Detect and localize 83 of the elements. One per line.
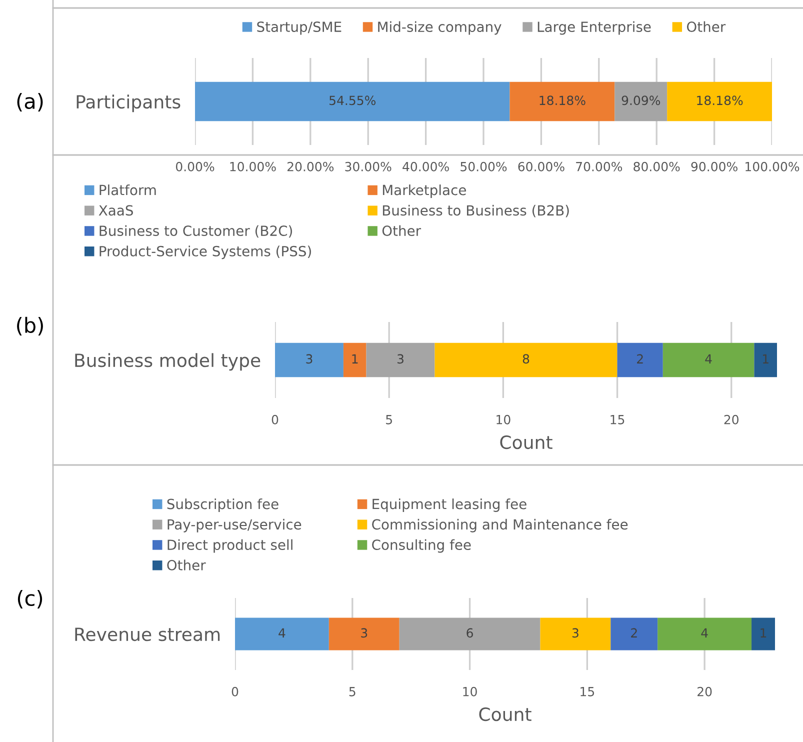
- data-label: 1: [760, 628, 766, 638]
- x-tick-label: 70.00%: [576, 162, 622, 172]
- x-tick-label: 0: [232, 686, 238, 696]
- legend-label: Business to Business (B2B): [382, 204, 569, 218]
- x-tick-label: 15: [580, 687, 594, 696]
- legend-label: Large Enterprise: [538, 21, 651, 35]
- legend-label: Commissioning and Maintenance fee: [372, 518, 628, 532]
- data-label: 2: [631, 628, 637, 638]
- bar: [399, 618, 540, 650]
- bar: [195, 82, 510, 122]
- data-label: 3: [306, 354, 312, 364]
- data-label: 18.18%: [697, 96, 743, 106]
- legend-label: Platform: [100, 184, 156, 196]
- bar: [610, 618, 658, 650]
- x-axis-title: Count: [500, 435, 552, 450]
- data-label: 6: [466, 628, 473, 638]
- x-tick-label: 10: [496, 414, 510, 424]
- data-label: 3: [572, 628, 578, 638]
- legend-label: Other: [686, 21, 726, 32]
- x-tick-label: 10.00%: [230, 162, 276, 172]
- bar: [343, 342, 366, 378]
- data-label: 1: [762, 354, 768, 364]
- x-tick-label: 5: [386, 415, 392, 424]
- bar: [617, 342, 663, 378]
- bar: [275, 342, 344, 378]
- x-axis-title: Count: [479, 707, 532, 722]
- x-tick-label: 20.00%: [287, 162, 334, 172]
- data-label: 4: [701, 628, 708, 638]
- bar: [510, 82, 615, 122]
- legend-label: Direct product sell: [168, 539, 292, 553]
- bar: [366, 342, 435, 378]
- legend-label: Subscription fee: [167, 498, 278, 512]
- data-label: 3: [397, 354, 404, 364]
- bar: [662, 342, 754, 378]
- legend-label: Pay-per-use/service: [168, 518, 302, 532]
- data-label: 1: [352, 354, 358, 364]
- data-label: 9.09%: [622, 96, 660, 106]
- data-label: 8: [522, 354, 530, 364]
- x-tick-label: 60.00%: [518, 162, 564, 172]
- y-tick-label: Revenue stream: [75, 628, 220, 642]
- bar: [328, 618, 400, 650]
- bar: [540, 618, 611, 650]
- bar: [614, 82, 668, 122]
- text: (c): [18, 590, 42, 608]
- bar: [667, 82, 772, 122]
- text: (a): [17, 92, 43, 112]
- bar: [658, 618, 752, 650]
- data-label: 4: [705, 354, 712, 364]
- x-tick-label: 20: [724, 414, 738, 424]
- x-tick-label: 40.00%: [402, 162, 449, 172]
- y-tick-label: Participants: [76, 94, 180, 112]
- x-tick-label: 10: [463, 686, 477, 696]
- data-label: 54.55%: [330, 96, 376, 106]
- legend-label: Other: [167, 560, 206, 570]
- data-label: 18.18%: [540, 96, 586, 106]
- legend-label: Mid-size company: [378, 21, 502, 35]
- bar: [434, 342, 618, 378]
- x-tick-label: 80.00%: [634, 162, 680, 172]
- legend-label: Business to Customer (B2C): [100, 225, 292, 238]
- x-tick-label: 0: [272, 414, 278, 424]
- legend-label: Consulting fee: [372, 539, 471, 553]
- bar: [754, 342, 777, 378]
- x-tick-label: 90.00%: [691, 162, 738, 172]
- x-tick-label: 15: [610, 415, 624, 424]
- legend-label: Startup/SME: [257, 22, 342, 35]
- legend-label: Marketplace: [382, 184, 466, 198]
- x-tick-label: 0.00%: [176, 162, 214, 172]
- data-label: 3: [361, 628, 368, 638]
- legend-label: Equipment leasing fee: [372, 498, 526, 512]
- x-tick-label: 100.00%: [746, 162, 800, 172]
- x-tick-label: 50.00%: [460, 162, 507, 172]
- bar: [235, 618, 329, 650]
- bar: [752, 618, 775, 650]
- data-label: 2: [637, 354, 643, 364]
- data-label: 4: [278, 628, 286, 638]
- y-tick-label: Business model type: [75, 353, 260, 371]
- x-tick-label: 20: [698, 686, 712, 696]
- legend-label: Product-Service Systems (PSS): [100, 246, 311, 260]
- x-tick-label: 5: [349, 687, 356, 696]
- legend-label: XaaS: [98, 205, 133, 216]
- legend-label: Other: [382, 225, 422, 236]
- x-tick-label: 30.00%: [345, 162, 392, 172]
- text: (b): [17, 316, 43, 336]
